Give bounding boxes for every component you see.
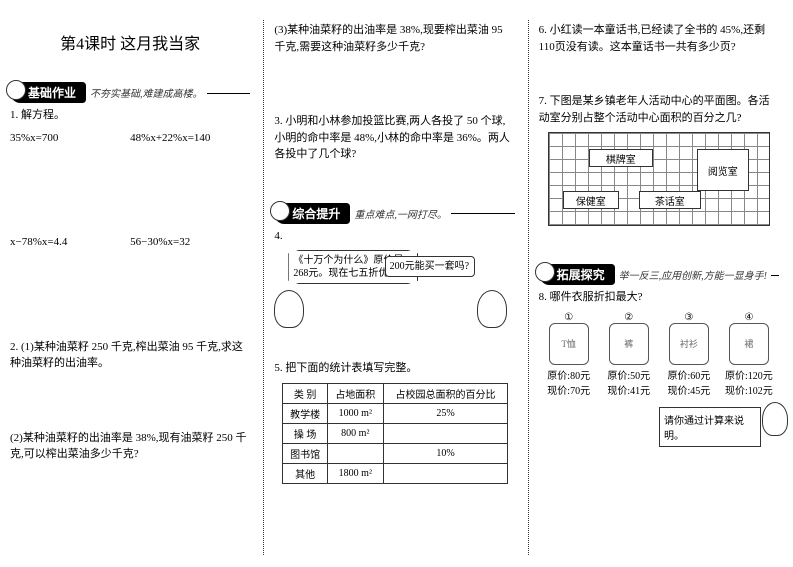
hint-text: 请你通过计算来说明。 xyxy=(664,416,744,442)
tshirt-icon: T恤 xyxy=(549,323,589,365)
table-row: 其他 1800 m² xyxy=(283,463,508,483)
section-ext: ✦ 拓展探究 举一反三,应用创新,方能一显身手! xyxy=(539,264,779,285)
item-now: 现价:102元 xyxy=(722,382,776,397)
q1-e2: 48%x+22%x=140 xyxy=(130,130,250,147)
girl-speech: 200元能买一套吗? xyxy=(385,256,475,277)
section-ext-label: 拓展探究 xyxy=(557,268,605,282)
q5: 5. 把下面的统计表填写完整。 xyxy=(274,360,514,377)
q6: 6. 小红读一本童话书,已经读了全书的 45%,还剩110页没有读。这本童话书一… xyxy=(539,22,779,55)
hint-kid-icon xyxy=(762,402,788,436)
q1-e3: x−78%x=4.4 xyxy=(10,234,130,251)
th-pct: 占校园总面积的百分比 xyxy=(383,383,507,403)
section-ext-bubble: ✦ 拓展探究 xyxy=(539,264,615,285)
section-basic-bubble: ✎ 基础作业 xyxy=(10,82,86,103)
q2b: (2)某种油菜籽的出油率是 38%,现有油菜籽 250 千克,可以榨出菜油多少千… xyxy=(10,430,250,463)
th-type: 类 别 xyxy=(283,383,328,403)
section-comp-label: 综合提升 xyxy=(292,207,340,221)
worksheet-page: 第4课时 这月我当家 ✎ 基础作业 不夯实基础,难建成高楼。 1. 解方程。 3… xyxy=(0,0,793,567)
item-1: ① T恤 原价:80元 现价:70元 xyxy=(542,312,596,397)
item-now: 现价:70元 xyxy=(542,382,596,397)
hint-box: 请你通过计算来说明。 xyxy=(659,407,761,447)
band-tail xyxy=(207,92,251,94)
room-reading: 阅览室 xyxy=(697,149,749,191)
q7: 7. 下图是某乡镇老年人活动中心的平面图。各活动室分别占整个活动中心面积的百分之… xyxy=(539,93,779,126)
q1-e4: 56−30%x=32 xyxy=(130,234,250,251)
q1-row1: 35%x=700 48%x+22%x=140 xyxy=(10,130,250,147)
item-num: ④ xyxy=(722,312,776,323)
q1-row2: x−78%x=4.4 56−30%x=32 xyxy=(10,234,250,251)
boy-icon xyxy=(274,290,304,328)
spark-icon: ✦ xyxy=(535,262,555,282)
item-orig: 原价:60元 xyxy=(662,367,716,382)
item-num: ② xyxy=(602,312,656,323)
table-header-row: 类 别 占地面积 占校园总面积的百分比 xyxy=(283,383,508,403)
item-orig: 原价:120元 xyxy=(722,367,776,382)
room-health: 保健室 xyxy=(563,191,619,209)
item-4: ④ 裙 原价:120元 现价:102元 xyxy=(722,312,776,397)
room-tea: 茶话室 xyxy=(639,191,701,209)
shirt-icon: 衬衫 xyxy=(669,323,709,365)
column-1: 第4课时 这月我当家 ✎ 基础作业 不夯实基础,难建成高楼。 1. 解方程。 3… xyxy=(0,0,264,567)
section-comp-bubble: ★ 综合提升 xyxy=(274,203,350,224)
q4-callouts: 《十万个为什么》原价是268元。现在七五折优惠。 200元能买一套吗? xyxy=(274,250,514,328)
q1-e1: 35%x=700 xyxy=(10,130,130,147)
section-ext-sub: 举一反三,应用创新,方能一显身手! xyxy=(619,267,767,282)
table-row: 图书馆 10% xyxy=(283,443,508,463)
q4: 4. xyxy=(274,228,514,245)
item-num: ① xyxy=(542,312,596,323)
table-row: 教学楼 1000 m² 25% xyxy=(283,403,508,423)
q2a: 2. (1)某种油菜籽 250 千克,榨出菜油 95 千克,求这种油菜籽的出油率… xyxy=(10,339,250,372)
dress-icon: 裙 xyxy=(729,323,769,365)
band-tail xyxy=(771,274,779,276)
pencil-icon: ✎ xyxy=(6,80,26,100)
item-num: ③ xyxy=(662,312,716,323)
item-3: ③ 衬衫 原价:60元 现价:45元 xyxy=(662,312,716,397)
table-row: 操 场 800 m² xyxy=(283,423,508,443)
floor-plan: 棋牌室 阅览室 保健室 茶话室 xyxy=(548,132,770,226)
item-2: ② 裤 原价:50元 现价:41元 xyxy=(602,312,656,397)
q8: 8. 哪件衣服折扣最大? xyxy=(539,289,779,306)
q3: 3. 小明和小林参加投篮比赛,两人各投了 50 个球,小明的命中率是 48%,小… xyxy=(274,113,514,163)
item-orig: 原价:50元 xyxy=(602,367,656,382)
item-now: 现价:41元 xyxy=(602,382,656,397)
stats-table: 类 别 占地面积 占校园总面积的百分比 教学楼 1000 m² 25% 操 场 … xyxy=(282,383,508,484)
q2c: (3)某种油菜籽的出油率是 38%,现要榨出菜油 95 千克,需要这种油菜籽多少… xyxy=(274,22,514,55)
th-area: 占地面积 xyxy=(327,383,383,403)
section-comp-sub: 重点难点,一网打尽。 xyxy=(354,206,447,221)
pants-icon: 裤 xyxy=(609,323,649,365)
lesson-title: 第4课时 这月我当家 xyxy=(10,30,250,54)
column-3: 6. 小红读一本童话书,已经读了全书的 45%,还剩110页没有读。这本童话书一… xyxy=(529,0,793,567)
q1-head: 1. 解方程。 xyxy=(10,107,250,124)
band-tail xyxy=(451,212,515,214)
column-2: (3)某种油菜籽的出油率是 38%,现要榨出菜油 95 千克,需要这种油菜籽多少… xyxy=(264,0,528,567)
section-basic: ✎ 基础作业 不夯实基础,难建成高楼。 xyxy=(10,82,250,103)
star-icon: ★ xyxy=(270,201,290,221)
section-comp: ★ 综合提升 重点难点,一网打尽。 xyxy=(274,203,514,224)
item-now: 现价:45元 xyxy=(662,382,716,397)
item-orig: 原价:80元 xyxy=(542,367,596,382)
section-basic-label: 基础作业 xyxy=(28,86,76,100)
section-basic-sub: 不夯实基础,难建成高楼。 xyxy=(90,85,203,100)
clothing-row: ① T恤 原价:80元 现价:70元 ② 裤 原价:50元 现价:41元 ③ 衬… xyxy=(539,312,779,397)
room-chess: 棋牌室 xyxy=(589,149,653,167)
girl-icon xyxy=(477,290,507,328)
